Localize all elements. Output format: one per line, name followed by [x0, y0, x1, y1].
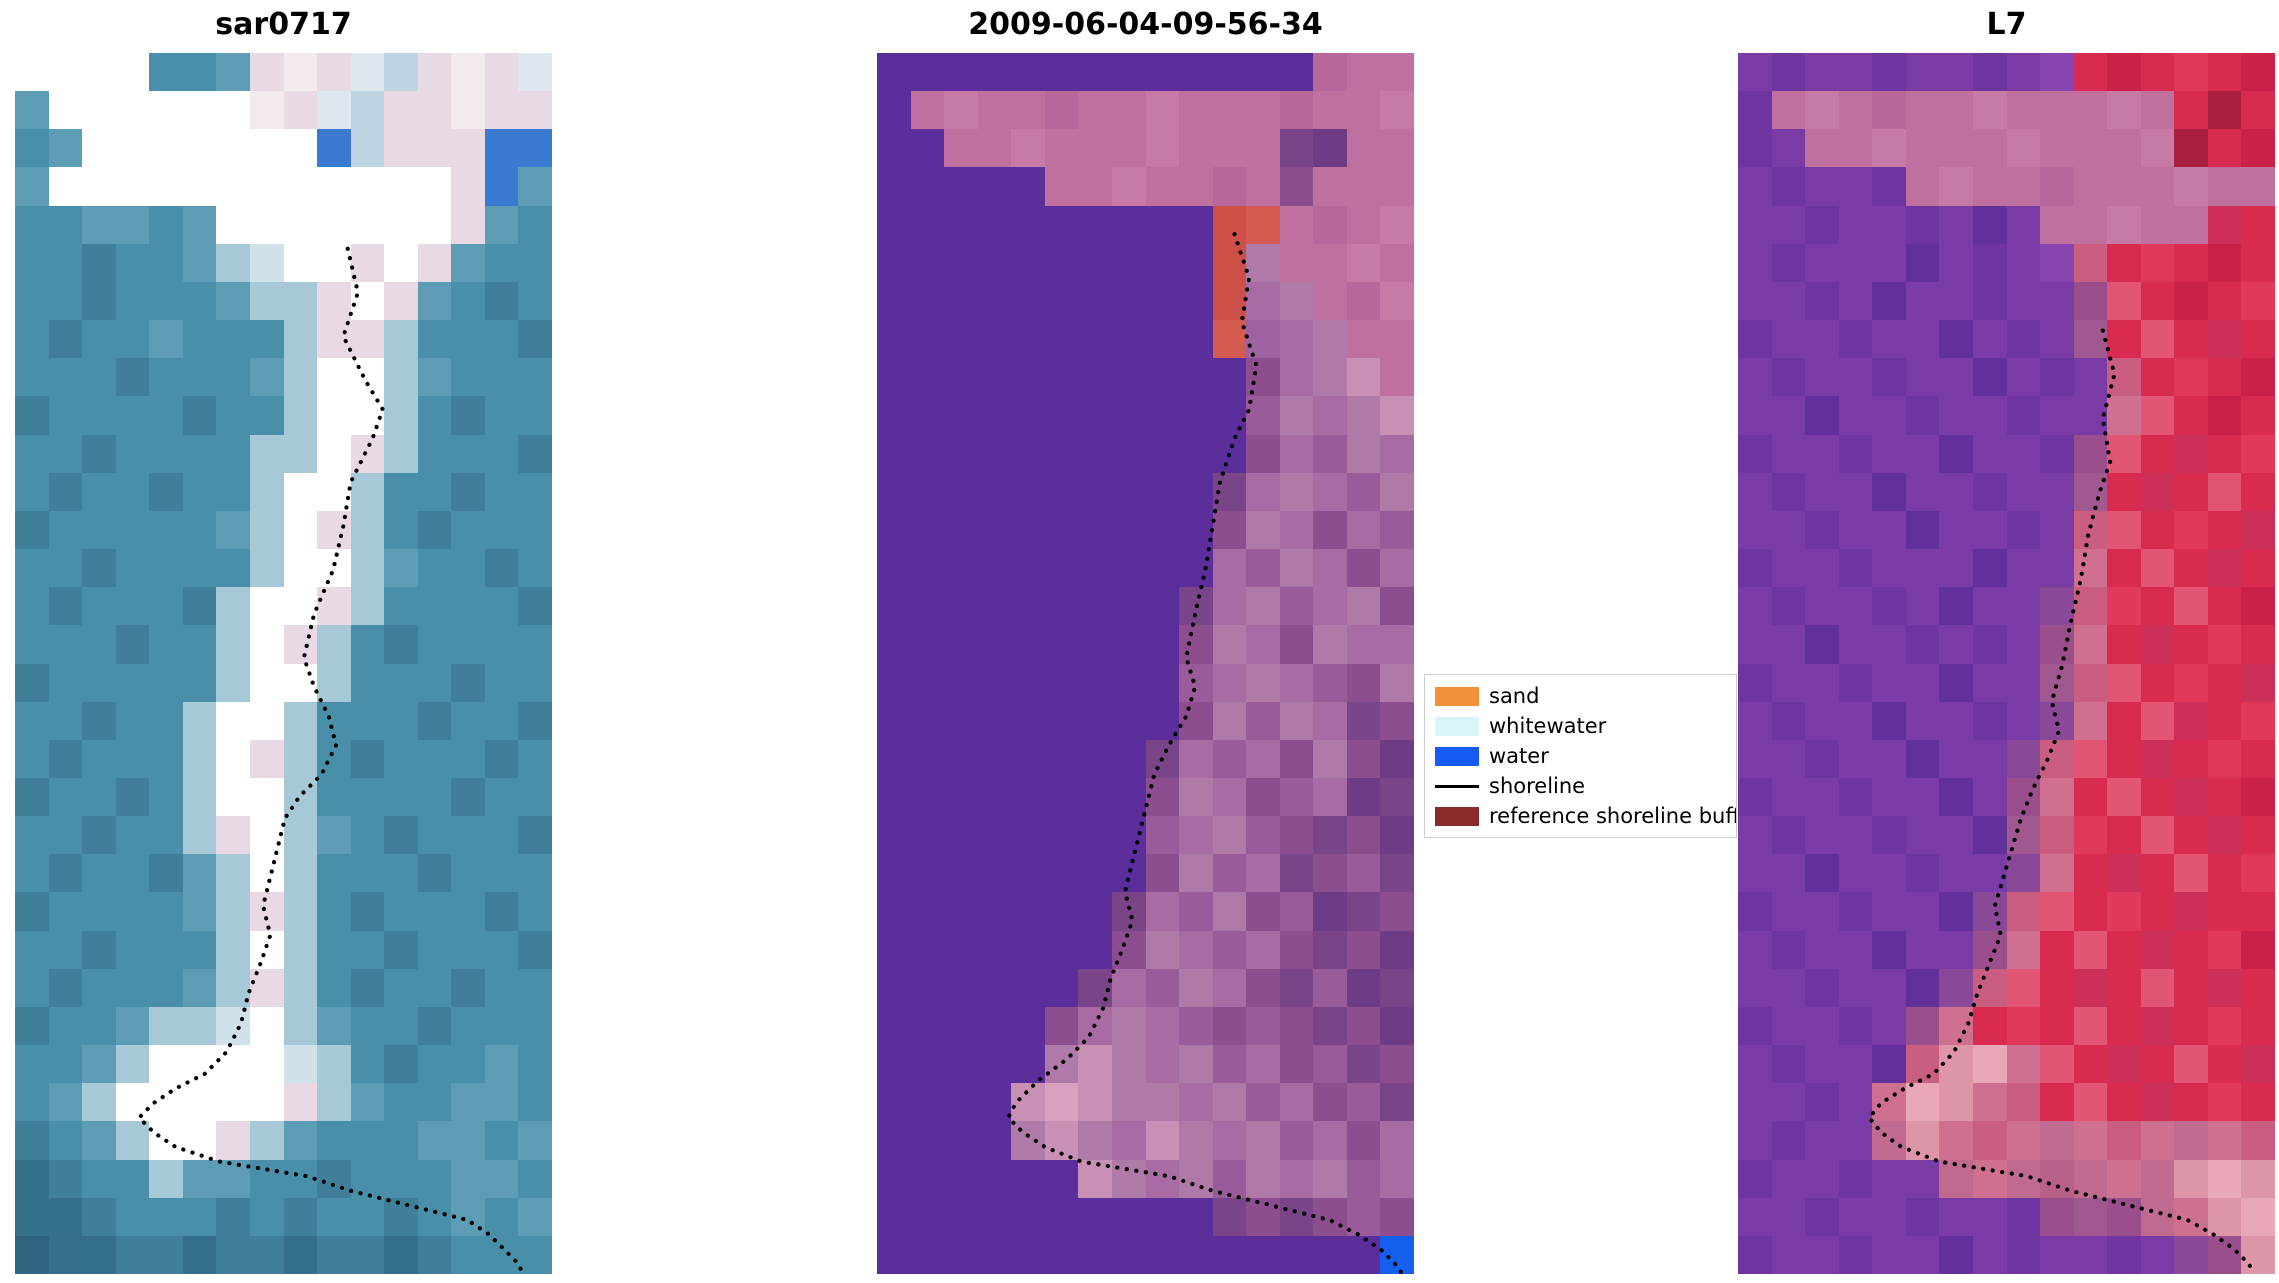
panel-sar0717: sar0717 [15, 7, 552, 1274]
classified-image [877, 53, 1414, 1274]
panel-classified-2009-06-04: 2009-06-04-09-56-34 [877, 7, 1414, 1274]
legend-label-reference-shoreline-buffer: reference shoreline buffer [1489, 804, 1737, 828]
legend-label-sand: sand [1489, 684, 1540, 708]
legend-item-whitewater: whitewater [1435, 711, 1726, 741]
panel-title-sar0717: sar0717 [215, 7, 352, 42]
sand-swatch [1435, 686, 1479, 706]
legend-label-whitewater: whitewater [1489, 714, 1607, 738]
reference-shoreline-buffer-swatch [1435, 806, 1479, 826]
panel-title-classified: 2009-06-04-09-56-34 [968, 7, 1323, 42]
panel-title-l7: L7 [1986, 7, 2027, 42]
panel-l7: L7 [1738, 7, 2275, 1274]
legend-label-water: water [1489, 744, 1549, 768]
legend-item-sand: sand [1435, 681, 1726, 711]
legend-item-water: water [1435, 741, 1726, 771]
legend-label-shoreline: shoreline [1489, 774, 1586, 798]
shoreline-line-swatch [1435, 784, 1479, 788]
legend: sand whitewater water shoreline referenc… [1424, 674, 1737, 838]
legend-item-reference-shoreline-buffer: reference shoreline buffer [1435, 801, 1736, 831]
landsat7-image [1738, 53, 2275, 1274]
water-swatch [1435, 746, 1479, 766]
sar-satellite-image [15, 53, 552, 1274]
legend-item-shoreline: shoreline [1435, 771, 1726, 801]
whitewater-swatch [1435, 716, 1479, 736]
